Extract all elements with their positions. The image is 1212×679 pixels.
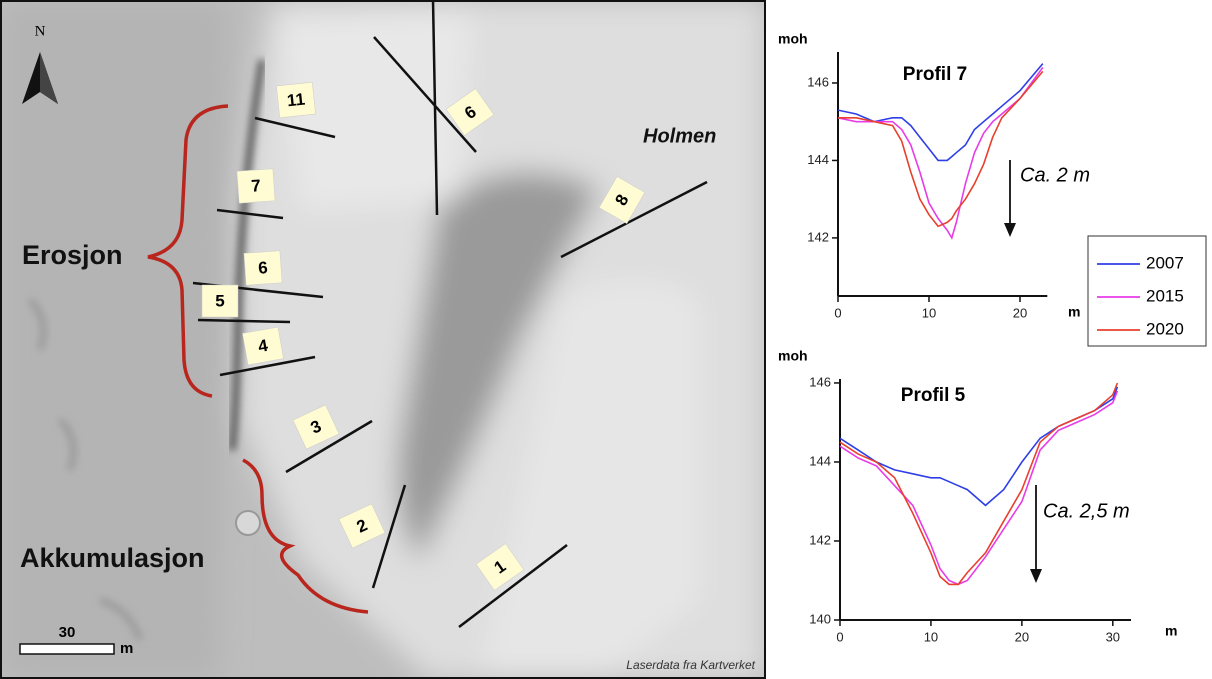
x-axis-label: m (1165, 623, 1177, 639)
line-chart: 142 144 146 0 10 20 Profil 7 moh m Ca. 2 m 2007 201… (778, 31, 1206, 346)
legend-label: 2007 (1146, 253, 1184, 272)
x-tick-label: 30 (1106, 629, 1120, 644)
figure: N Erosjon Akkumulasjon Holmen 30 m Laser… (0, 0, 1212, 679)
place-label: Holmen (643, 125, 716, 147)
north-label: N (35, 23, 46, 39)
profile-marker: 11 (276, 82, 315, 118)
y-tick-label: 144 (807, 152, 829, 167)
legend-label: 2015 (1146, 286, 1184, 305)
y-tick-label: 140 (809, 611, 831, 626)
annotation: Ca. 2 m (1020, 164, 1090, 186)
x-tick-label: 0 (836, 629, 843, 644)
credit: Laserdata fra Kartverket (626, 658, 755, 672)
y-tick-label: 146 (809, 374, 831, 389)
legend-label: 2020 (1146, 319, 1184, 338)
y-tick-label: 144 (809, 453, 831, 468)
y-tick-label: 146 (807, 74, 829, 89)
map: N Erosjon Akkumulasjon Holmen 30 m Laser… (0, 0, 765, 679)
annotation-arrowhead (1004, 223, 1016, 237)
region-label: Akkumulasjon (20, 543, 205, 573)
region-label: Erosjon (22, 240, 123, 270)
series-line (838, 68, 1043, 238)
profile-label: 5 (215, 291, 224, 310)
line-chart: 140 142 144 146 0 10 20 30 Profil 5 moh m Ca. 2,5 m (778, 348, 1177, 645)
profile-marker: 4 (242, 327, 283, 365)
profile-label: 6 (258, 258, 269, 278)
series-line (840, 391, 1117, 585)
profile-marker: 6 (244, 251, 282, 285)
scale-length: 30 (59, 624, 76, 641)
mound (236, 511, 260, 535)
profile-marker: 7 (237, 169, 275, 203)
profile-label: 7 (251, 176, 262, 196)
x-tick-label: 20 (1013, 305, 1027, 320)
x-tick-label: 10 (924, 629, 938, 644)
x-tick-label: 20 (1015, 629, 1029, 644)
profile-marker: 5 (202, 285, 238, 317)
profile-label: 11 (286, 90, 306, 111)
series-line (840, 383, 1117, 584)
hillshade (0, 0, 765, 679)
series-line (840, 387, 1117, 506)
scale-bar (20, 644, 114, 654)
x-axis-label: m (1068, 304, 1080, 320)
y-axis-label: moh (778, 31, 808, 47)
series-line (838, 71, 1043, 226)
legend: 2007 2015 2020 (1088, 236, 1206, 346)
x-tick-label: 10 (922, 305, 936, 320)
y-tick-label: 142 (807, 229, 829, 244)
y-tick-label: 142 (809, 532, 831, 547)
annotation: Ca. 2,5 m (1043, 500, 1130, 522)
chart-title: Profil 7 (903, 64, 967, 85)
scale-unit: m (120, 640, 133, 657)
y-axis-label: moh (778, 348, 808, 364)
annotation-arrowhead (1030, 569, 1042, 583)
x-tick-label: 0 (834, 305, 841, 320)
chart-title: Profil 5 (901, 385, 966, 406)
